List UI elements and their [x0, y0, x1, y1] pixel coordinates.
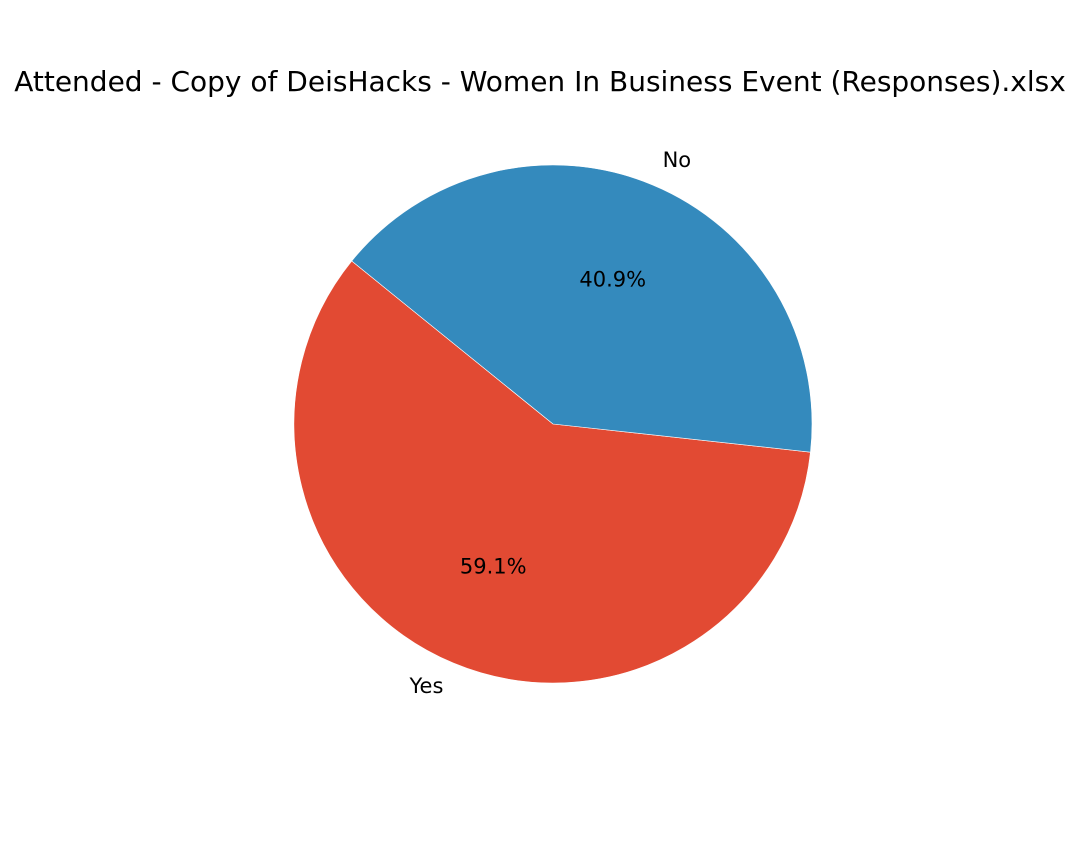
slice-pct-label-yes: 59.1% — [460, 554, 527, 578]
slice-label-yes: Yes — [409, 674, 444, 698]
slice-label-no: No — [663, 148, 692, 172]
labels-layer: Yes 59.1% No 40.9% — [409, 148, 692, 698]
chart-title: Attended - Copy of DeisHacks - Women In … — [14, 65, 1066, 98]
pie-slice-no — [351, 164, 813, 453]
pie-slice-yes — [293, 260, 811, 684]
slices-layer — [293, 164, 813, 684]
slice-pct-label-no: 40.9% — [579, 268, 646, 292]
